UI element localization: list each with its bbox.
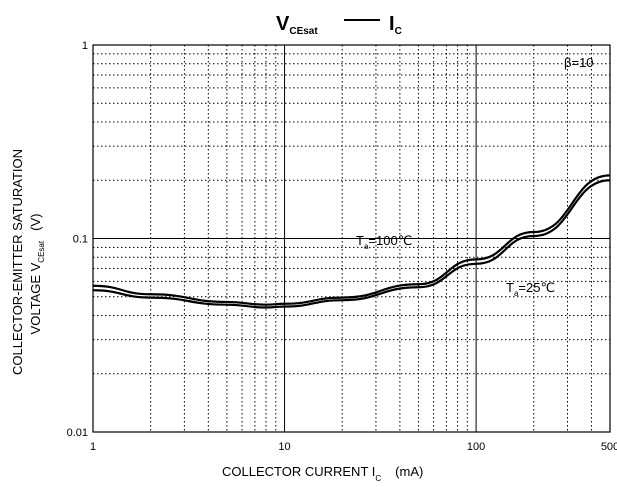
y-axis-label-line1: COLLECTOR-EMITTER SATURATION xyxy=(10,149,25,375)
y-axis-label-line2-sub: CEsat xyxy=(37,240,46,263)
y-axis-label: COLLECTOR-EMITTER SATURATION VOLTAGE VCE… xyxy=(10,149,46,375)
x-axis-label-sub: C xyxy=(375,474,381,483)
series-label-25: Ta=25℃ xyxy=(506,280,555,298)
x-tick-label: 1 xyxy=(90,441,96,453)
series-label-100-main: T xyxy=(356,233,364,248)
x-tick-label: 500 xyxy=(601,441,617,453)
series-label-25-sub: a xyxy=(514,289,519,298)
title-ic-main: I xyxy=(389,13,395,35)
series-line-ta-25 xyxy=(92,179,611,309)
x-tick-label: 10 xyxy=(278,441,290,453)
x-axis-label-unit: (mA) xyxy=(395,464,423,479)
beta-label: β=10 xyxy=(564,55,594,70)
series-label-100: Ta=100℃ xyxy=(356,233,412,251)
series-label-25-rest: =25℃ xyxy=(518,280,555,295)
y-axis-label-line2-main: VOLTAGE V xyxy=(28,262,43,334)
tick-labels: 1 10 100 500 1 0.1 0.01 xyxy=(67,40,617,453)
plot-frame xyxy=(92,44,611,433)
chart-title: VCEsat xyxy=(276,13,318,37)
x-tick-label: 100 xyxy=(467,441,485,453)
title-vcesat-main: V xyxy=(276,13,290,35)
series-line-ta-100 xyxy=(92,174,611,306)
chart-title-right: IC xyxy=(389,13,402,37)
series-label-100-sub: a xyxy=(364,242,369,251)
grid-major xyxy=(93,45,610,432)
x-axis-label-main: COLLECTOR CURRENT I xyxy=(222,464,375,479)
title-vcesat-sub: CEsat xyxy=(289,26,318,37)
series-label-100-rest: =100℃ xyxy=(368,233,412,248)
x-axis-label: COLLECTOR CURRENT IC (mA) xyxy=(222,464,423,483)
series-layer xyxy=(92,174,611,309)
y-axis-label-line2: VOLTAGE VCEsat (V) xyxy=(28,214,46,335)
title-ic-sub: C xyxy=(395,26,402,37)
y-axis-label-line2-unit: (V) xyxy=(28,214,43,231)
series-label-25-main: T xyxy=(506,280,514,295)
y-tick-label: 0.1 xyxy=(73,234,88,246)
y-tick-label: 1 xyxy=(82,40,88,52)
y-tick-label: 0.01 xyxy=(67,427,88,439)
